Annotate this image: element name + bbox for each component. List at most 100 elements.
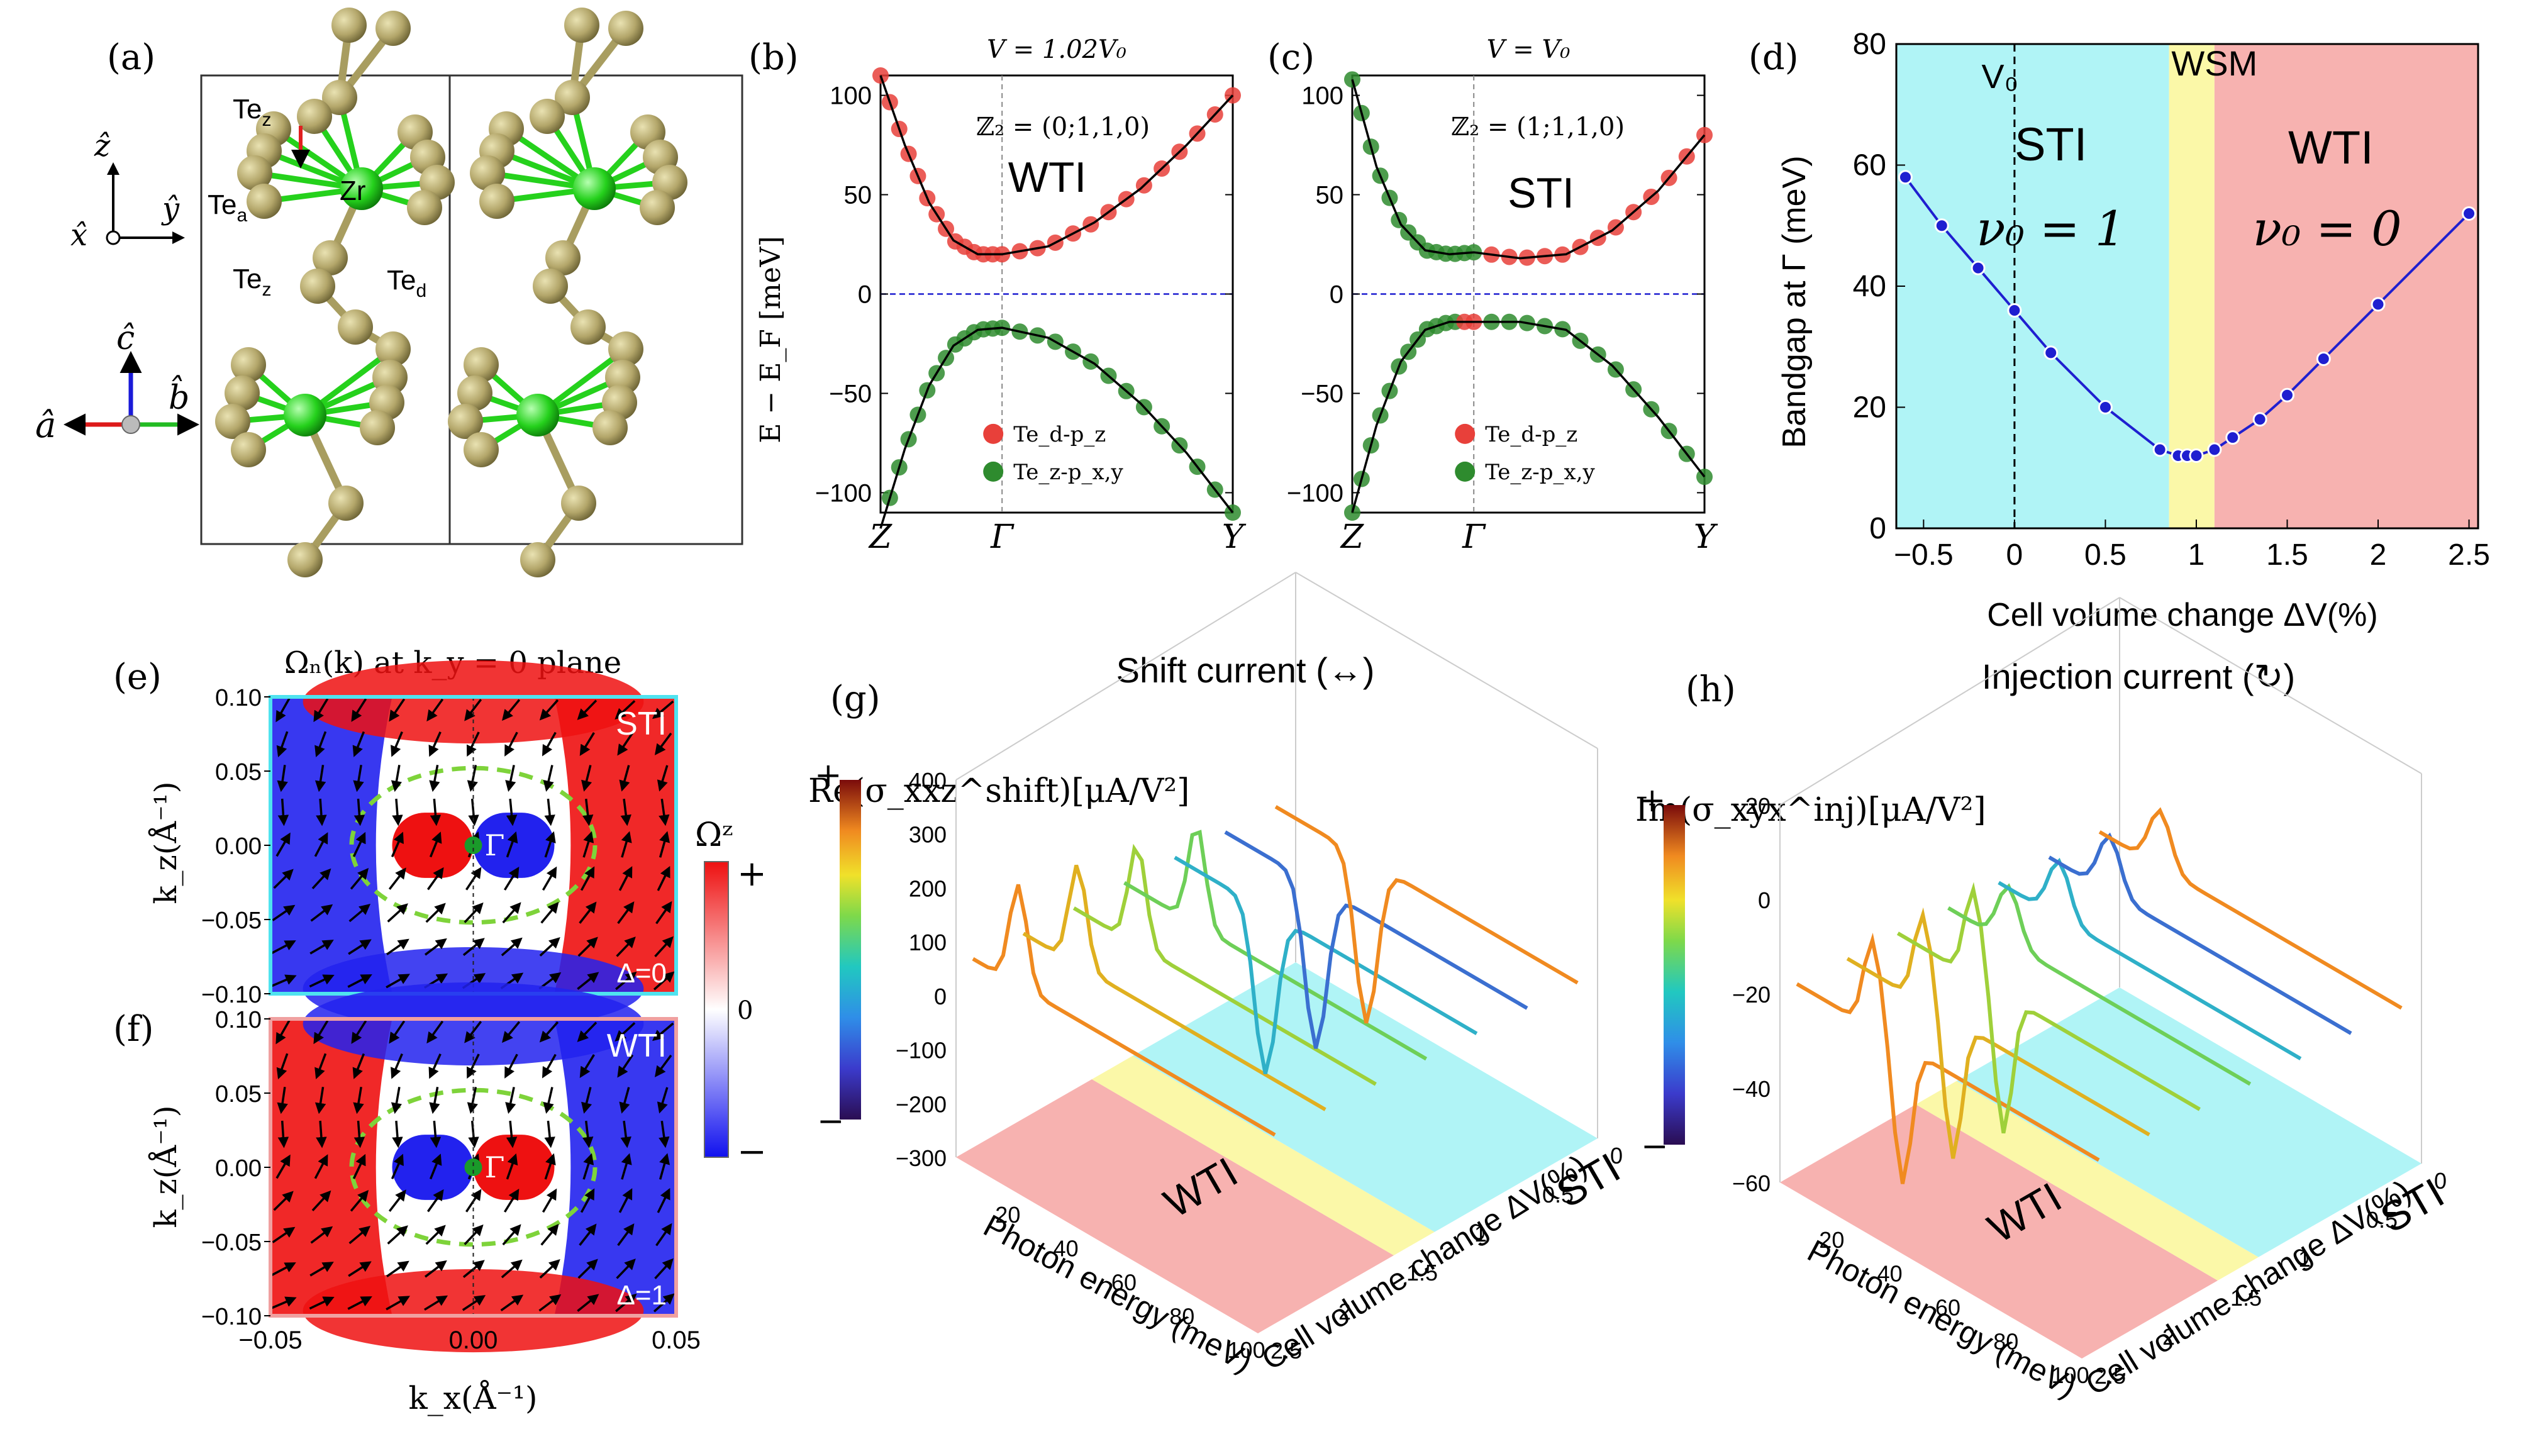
field-arrow: [501, 937, 523, 957]
field-arrow: [353, 764, 364, 792]
panel-b-bands: (b) V = 1.02V₀ E − E_F [meV] 100 50 0 −50 −1…: [748, 35, 1247, 556]
field-arrow: [652, 1022, 674, 1042]
floor-region: [956, 1079, 1394, 1333]
field-arrow: [386, 1296, 410, 1311]
ztick-label: −60: [1732, 1170, 1771, 1196]
ytick-label: −0.05: [201, 908, 262, 934]
te-atom: [608, 11, 643, 46]
a-label: â: [35, 405, 56, 446]
valence-band: [1351, 320, 1706, 513]
unit-cell: [200, 74, 743, 545]
ytick-label: 0.10: [215, 1007, 262, 1033]
field-arrow: [539, 937, 560, 957]
field-arrow: [619, 1087, 630, 1114]
field-arrow: [428, 1053, 442, 1079]
colorbar-minus: −: [737, 1131, 767, 1172]
xtick-label: 40: [1877, 1261, 1903, 1287]
panel-f-xlabel: k_x(Å⁻¹): [408, 1379, 537, 1416]
panel-d-ylabel: Bandgap at Γ (meV): [1776, 155, 1813, 448]
cb-minus: −: [1641, 1128, 1669, 1165]
field-arrow: [316, 798, 327, 826]
omega-colorbar: [704, 861, 729, 1158]
field-arrow: [616, 936, 636, 957]
field-arrow: [617, 732, 634, 756]
ytick-label: 0: [1869, 512, 1886, 545]
lobe: [303, 982, 644, 1066]
field-arrow: [429, 1087, 440, 1114]
delta-tag: Δ=1: [616, 1280, 667, 1311]
ztick-label: 0: [1758, 887, 1771, 913]
field-arrow: [659, 1120, 670, 1148]
panel-e-ylabel: k_z(Å⁻¹): [148, 781, 184, 904]
field-arrow: [311, 868, 331, 889]
field-arrow: [464, 699, 482, 721]
ytick-label: 0.05: [215, 1081, 262, 1108]
cb-minus: −: [817, 1103, 845, 1140]
te-atom: [360, 410, 395, 445]
field-arrow: [618, 1188, 633, 1213]
ytick-label: 0.5: [1542, 1182, 1574, 1208]
te-atom: [322, 80, 357, 115]
phase-tag: WTI: [607, 1028, 667, 1064]
field-arrow: [276, 1053, 289, 1080]
te-atom: [247, 184, 282, 219]
ytick-label: 60: [1853, 149, 1886, 182]
te-atom: [231, 432, 266, 467]
te-atom: [561, 486, 596, 521]
field-arrow: [387, 903, 408, 923]
xtick-label: Z: [1340, 518, 1364, 556]
field-arrow: [388, 867, 406, 890]
xtick-label: 0.5: [2084, 538, 2127, 572]
field-arrow: [272, 904, 296, 921]
field-arrow: [544, 798, 555, 826]
ytick-label: 1.5: [1406, 1260, 1438, 1286]
field-arrow: [616, 1259, 636, 1279]
field-arrow: [392, 798, 403, 826]
field-arrow: [386, 1260, 409, 1277]
field-arrow: [579, 732, 595, 757]
ytick-label: 1: [1474, 1221, 1487, 1247]
dashed-contour: [349, 765, 598, 925]
gamma-point: [464, 1159, 482, 1176]
legend-label: Te_z-p_x,y: [1485, 460, 1595, 485]
field-arrow: [544, 1120, 555, 1148]
field-arrow: [657, 765, 669, 792]
data-point: [2098, 400, 2113, 414]
field-arrow: [426, 867, 444, 891]
x-axis-dot: [106, 230, 121, 245]
field-arrow: [621, 1153, 632, 1180]
te-atom: [470, 155, 505, 191]
spectrum-curve: [1947, 883, 2252, 1086]
xtick-label: 0.05: [652, 1326, 701, 1354]
ytick-label: 40: [1853, 270, 1886, 303]
field-arrow: [271, 940, 296, 954]
field-arrow: [655, 1223, 672, 1247]
data-point: [2225, 430, 2240, 445]
field-arrow: [653, 1293, 675, 1313]
field-arrow: [391, 1086, 403, 1114]
ytick-label: 100: [830, 82, 872, 110]
label-zr: Zr: [340, 175, 366, 206]
ytick-label: 0.5: [2366, 1207, 2398, 1233]
panel-b-title: V = 1.02V₀: [987, 35, 1126, 64]
field-arrow: [621, 831, 632, 858]
field-arrow: [430, 798, 442, 826]
panel-h-injection: (h) Injection current (↻) Im(σ_xyx^inj)[…: [1635, 597, 2452, 1404]
ytick-label: 2.5: [2094, 1363, 2126, 1389]
ztick-label: −200: [896, 1091, 947, 1117]
spectrum-curve: [1174, 855, 1478, 1074]
field-arrow: [309, 1296, 335, 1310]
legend-marker: [983, 461, 1004, 482]
panel-b-phase: WTI: [1008, 153, 1087, 201]
te-atom: [564, 8, 599, 43]
field-arrow: [540, 901, 559, 924]
xtick-label: 20: [995, 1202, 1020, 1228]
field-arrow: [620, 1120, 631, 1148]
field-arrow: [391, 831, 404, 858]
field-arrow: [577, 699, 598, 720]
xtick-label: −0.5: [1894, 538, 1954, 572]
ytick-label: −0.10: [201, 982, 262, 1008]
xtick-label: 2.5: [2448, 538, 2490, 572]
field-arrow: [348, 903, 371, 923]
